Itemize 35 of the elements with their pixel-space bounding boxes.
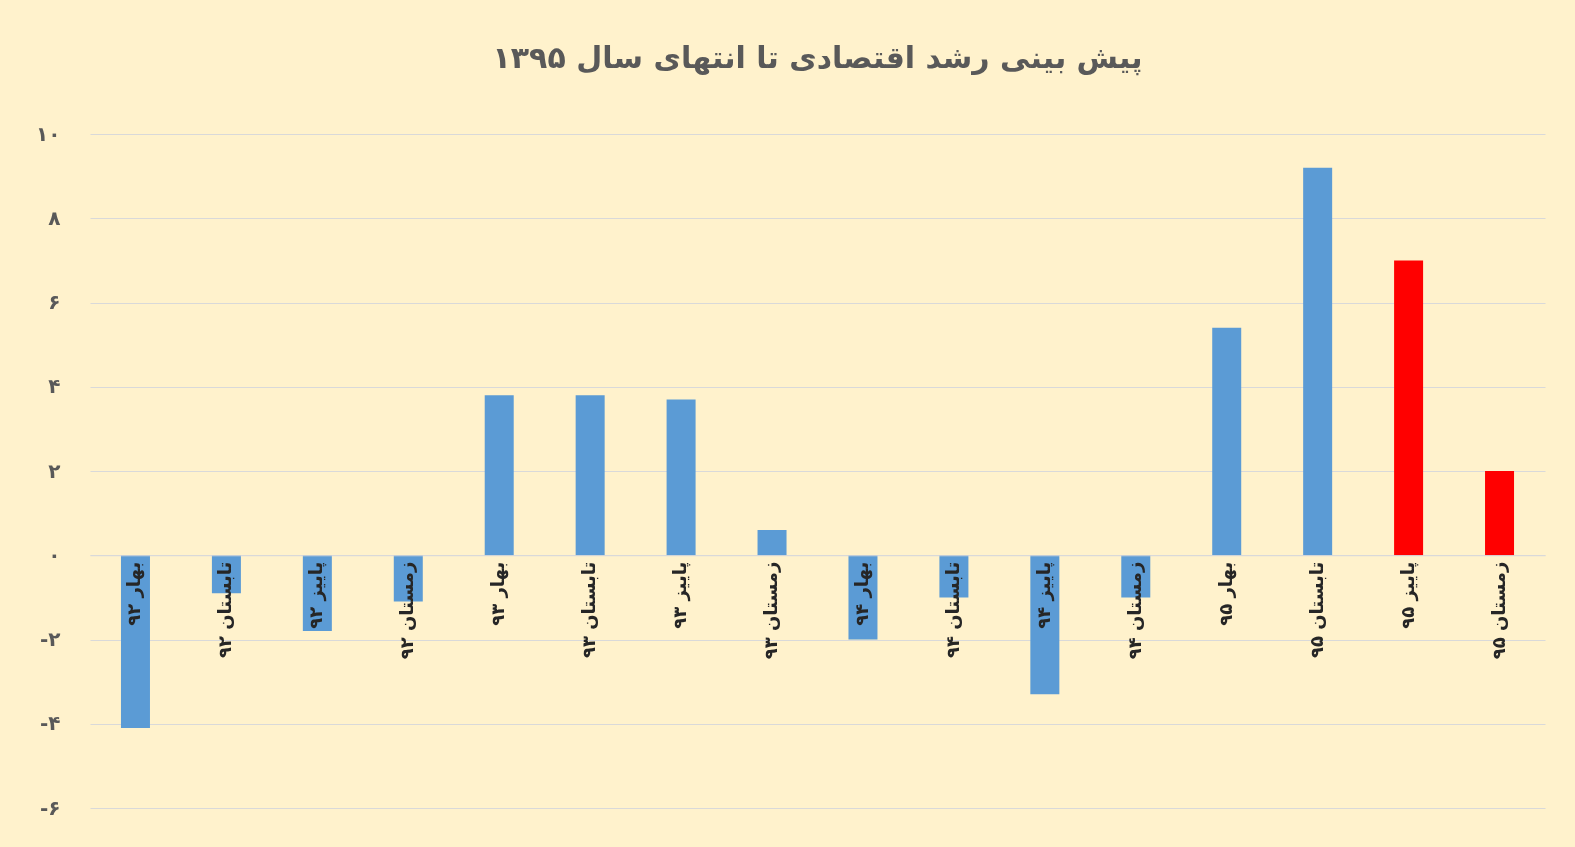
x-tick-label: زمستان ۹۵ <box>1487 561 1509 660</box>
bar <box>757 529 787 556</box>
bar <box>484 395 514 556</box>
y-tick-label: ۱۰ <box>36 121 61 146</box>
bar <box>1212 327 1242 556</box>
y-tick-label: -۶ <box>39 795 61 820</box>
y-tick-label: -۲ <box>39 627 61 651</box>
x-tick-label: تابستان ۹۳ <box>578 561 600 659</box>
x-tick-label: بهار ۹۵ <box>1214 561 1237 626</box>
chart-title: پیش بینی رشد اقتصادی تا انتهای سال ۱۳۹۵ <box>492 40 1143 76</box>
x-tick-label: زمستان ۹۲ <box>396 561 418 660</box>
x-tick-label: زمستان ۹۳ <box>760 561 782 660</box>
x-tick-label: بهار ۹۳ <box>487 561 510 626</box>
y-tick-label: ۰ <box>48 542 61 567</box>
bar <box>1303 167 1333 556</box>
bar <box>575 395 605 556</box>
y-tick-label: ۴ <box>48 374 61 399</box>
bar <box>666 399 696 556</box>
y-tick-label: -۴ <box>39 711 61 736</box>
x-tick-label: تابستان ۹۵ <box>1305 561 1327 659</box>
bar <box>120 555 150 728</box>
x-tick-label: بهار ۹۴ <box>850 561 873 626</box>
x-tick-label: پاییز ۹۲ <box>305 561 328 629</box>
y-tick-label: ۸ <box>48 205 61 230</box>
x-tick-label: پاییز ۹۵ <box>1396 561 1419 629</box>
x-tick-label: زمستان ۹۴ <box>1123 561 1145 660</box>
x-tick-label: تابستان ۹۲ <box>214 561 236 659</box>
y-tick-label: ۲ <box>48 458 61 483</box>
x-tick-label: تابستان ۹۴ <box>941 561 963 659</box>
x-tick-label: بهار ۹۲ <box>123 561 146 626</box>
bar <box>1485 471 1515 556</box>
y-tick-label: ۶ <box>48 290 61 314</box>
bar <box>1394 260 1424 556</box>
x-tick-label: پاییز ۹۳ <box>669 561 692 629</box>
x-tick-label: پاییز ۹۴ <box>1032 561 1055 629</box>
